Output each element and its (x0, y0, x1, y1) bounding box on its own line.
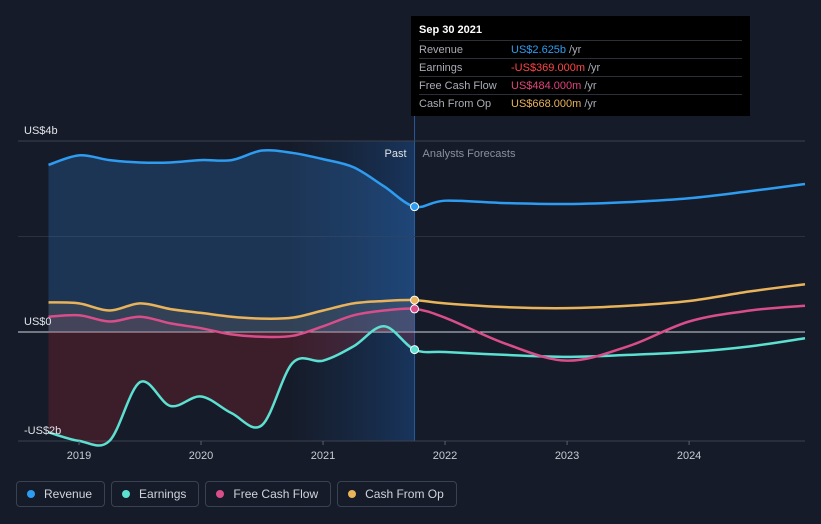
series-markers (410, 202, 420, 355)
tooltip-date: Sep 30 2021 (419, 24, 482, 36)
tooltip-value: -US$369.000m (511, 61, 585, 74)
legend-dot-icon (27, 490, 35, 498)
tooltip-label: Cash From Op (419, 97, 492, 110)
past-region (292, 16, 416, 441)
tooltip-label: Revenue (419, 43, 464, 56)
tooltip-row-cash-from-op: Cash From Op US$668.000m /yr (419, 94, 742, 112)
area-revenue (48, 150, 415, 332)
tooltip-value: US$484.000m (511, 79, 582, 92)
tooltip-row-revenue: Revenue US$2.625b /yr (419, 40, 742, 58)
legend: Revenue Earnings Free Cash Flow Cash Fro… (16, 481, 457, 509)
axis-labels: US$4b US$0 -US$2b 2019 2020 2021 2022 2023 2024 P… (24, 125, 701, 462)
line-free-cash-flow (48, 304, 806, 362)
x-tick-label: 2019 (67, 450, 91, 462)
legend-item-earnings[interactable]: Earnings (111, 481, 200, 507)
legend-dot-icon (216, 490, 225, 498)
area-earnings (48, 326, 415, 446)
past-label: Past (385, 148, 407, 160)
tooltip-value: US$2.625b (511, 43, 567, 56)
tooltip: Sep 30 2021 Revenue US$2.625b /yr Earnin… (411, 16, 750, 116)
series-lines (48, 148, 806, 447)
marker-revenue (410, 202, 420, 212)
y-tick-label: -US$2b (24, 425, 61, 437)
tooltip-label: Free Cash Flow (419, 79, 497, 92)
legend-dot-icon (122, 490, 131, 498)
legend-item-revenue[interactable]: Revenue (16, 481, 106, 507)
forecast-label: Analysts Forecasts (423, 148, 516, 160)
tooltip-unit: /yr (584, 79, 597, 92)
line-revenue (48, 148, 806, 209)
x-tick-label: 2021 (311, 450, 335, 462)
marker-cash-from-op (410, 295, 420, 305)
tooltip-label: Earnings (419, 61, 463, 74)
x-tick-label: 2020 (189, 450, 213, 462)
series-areas (48, 150, 415, 446)
legend-label: Revenue (44, 487, 93, 501)
line-cash-from-op (48, 283, 806, 321)
marker-free-cash-flow (410, 304, 420, 314)
area-free-cash-flow (48, 308, 415, 338)
legend-label: Cash From Op (365, 487, 444, 501)
y-tick-label: US$0 (24, 316, 52, 328)
tooltip-unit: /yr (584, 97, 597, 110)
line-earnings (48, 325, 806, 447)
legend-item-free-cash-flow[interactable]: Free Cash Flow (205, 481, 332, 507)
x-tick-label: 2024 (677, 450, 701, 462)
legend-label: Earnings (139, 487, 187, 501)
area-cash-from-op (48, 300, 415, 332)
legend-item-cash-from-op[interactable]: Cash From Op (337, 481, 457, 507)
x-tick-label: 2022 (433, 450, 457, 462)
tooltip-row-earnings: Earnings -US$369.000m /yr (419, 58, 742, 76)
grid (18, 140, 805, 442)
y-tick-label: US$4b (24, 125, 58, 137)
tooltip-row-free-cash-flow: Free Cash Flow US$484.000m /yr (419, 76, 742, 94)
legend-label: Free Cash Flow (233, 487, 319, 501)
legend-dot-icon (348, 490, 357, 498)
tooltip-unit: /yr (569, 43, 582, 56)
marker-earnings (410, 345, 420, 355)
past-highlight (292, 141, 415, 441)
tooltip-value: US$668.000m (511, 97, 582, 110)
x-tick-label: 2023 (555, 450, 579, 462)
tooltip-unit: /yr (588, 61, 601, 74)
